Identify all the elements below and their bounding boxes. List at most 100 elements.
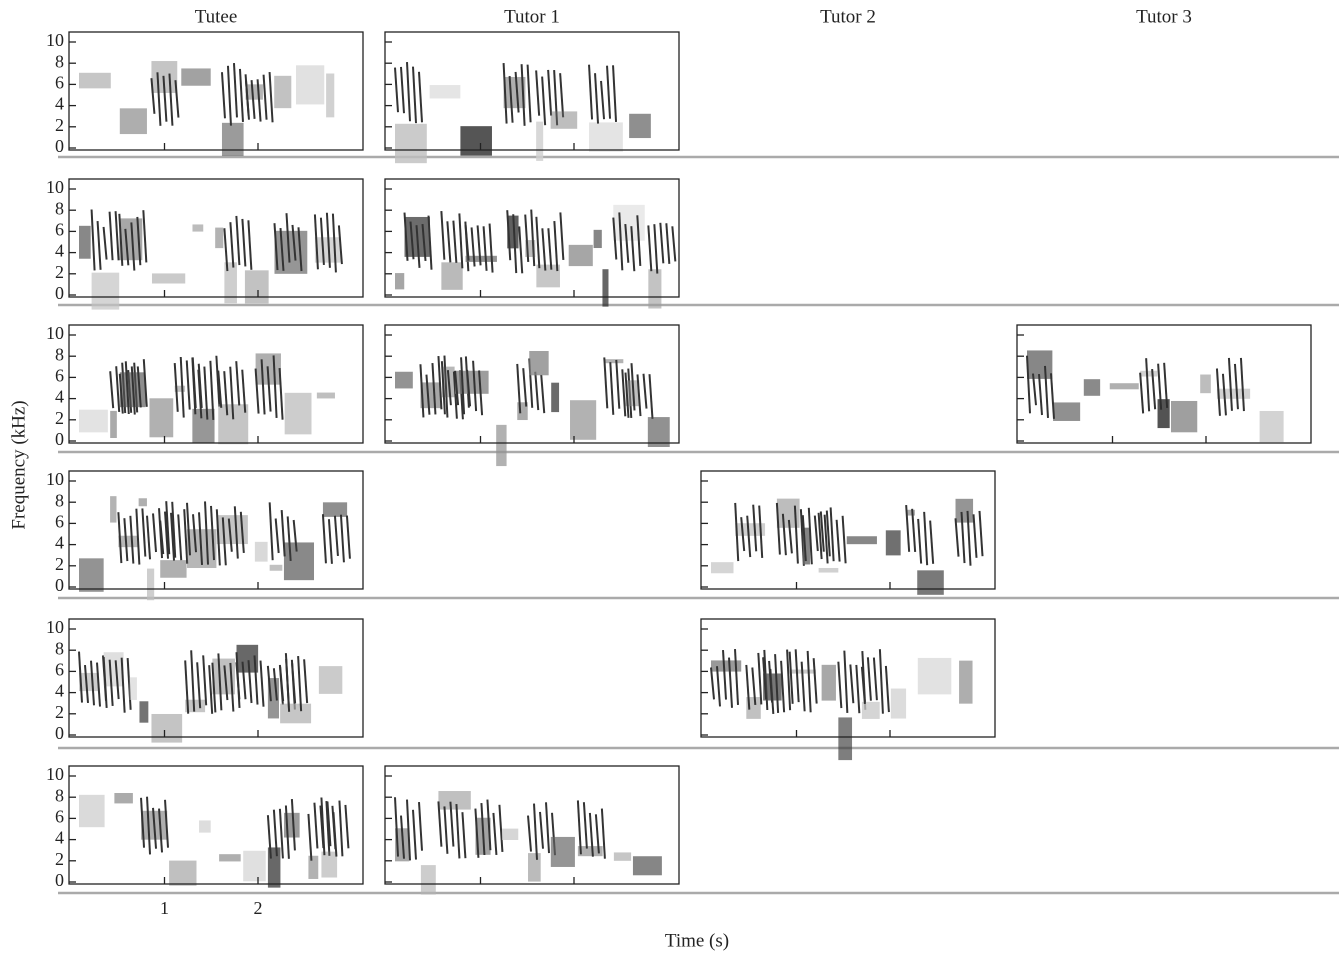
spectrogram-texture xyxy=(395,68,398,113)
spectrogram-texture xyxy=(868,657,871,700)
y-tick-label: 8 xyxy=(55,490,64,510)
y-tick-label: 0 xyxy=(55,870,64,890)
spectrogram-texture xyxy=(629,114,651,138)
spectrogram-texture xyxy=(844,651,847,713)
spectrogram-texture xyxy=(1217,389,1250,399)
spectrogram-texture xyxy=(1260,411,1284,442)
spectrogram-texture xyxy=(643,374,646,409)
spectrogram-texture xyxy=(139,498,147,506)
spectrogram-texture xyxy=(1235,364,1238,409)
spectrogram-texture xyxy=(548,70,551,116)
spectrogram-texture xyxy=(554,221,557,271)
spectrogram-texture xyxy=(152,273,185,283)
y-tick-label: 6 xyxy=(55,807,64,827)
spectrogram-texture xyxy=(838,717,852,760)
spectrogram-texture xyxy=(92,210,95,271)
spectrogram-texture xyxy=(930,521,933,564)
spectrogram-texture xyxy=(493,813,496,855)
spectrogram-texture xyxy=(462,812,465,858)
spectrogram-texture xyxy=(160,560,186,578)
y-axis-label: Frequency (kHz) xyxy=(8,400,29,529)
spectrogram-texture xyxy=(304,659,307,703)
spectrogram-texture xyxy=(540,812,543,849)
spectrogram-texture xyxy=(502,829,518,840)
spectrogram-texture xyxy=(723,650,726,699)
spectrogram-texture xyxy=(236,216,239,265)
spectrogram-texture xyxy=(110,496,116,522)
x-tick-label: 1 xyxy=(160,898,169,918)
spectrogram-texture xyxy=(407,62,410,121)
spectrogram-texture xyxy=(192,224,203,231)
spectrogram-texture xyxy=(1146,358,1149,411)
spectrogram-texture xyxy=(149,398,173,437)
spectrogram-texture xyxy=(648,269,661,308)
spectrogram-texture xyxy=(534,804,537,860)
spectrogram-texture xyxy=(248,220,251,269)
spectrogram-texture xyxy=(808,651,811,712)
spectrogram-texture xyxy=(980,511,983,556)
spectrogram-texture xyxy=(496,425,506,466)
y-tick-label: 4 xyxy=(55,387,64,407)
spectrogram-texture xyxy=(654,224,657,273)
spectrogram-texture xyxy=(92,273,120,310)
spectrogram-texture xyxy=(542,77,545,126)
spectrogram-texture xyxy=(460,126,492,155)
spectrogram-texture xyxy=(274,231,307,274)
spectrogram-texture xyxy=(850,665,853,704)
spectrogram-texture xyxy=(490,224,493,273)
spectrogram-texture xyxy=(633,856,662,875)
spectrogram-texture xyxy=(607,66,610,119)
column-header: Tutor 3 xyxy=(1136,6,1192,27)
y-tick-label: 6 xyxy=(55,366,64,386)
spectrogram-texture xyxy=(843,516,846,563)
spectrogram-texture xyxy=(116,366,119,412)
spectrogram-texture xyxy=(560,212,563,260)
spectrogram-texture xyxy=(323,502,347,517)
spectrogram-texture xyxy=(178,514,181,560)
spectrogram-texture xyxy=(551,111,578,128)
spectrogram-texture xyxy=(735,649,738,705)
spectrogram-texture xyxy=(455,371,489,394)
spectrogram-texture xyxy=(419,802,422,851)
spectrogram-texture xyxy=(536,70,539,115)
y-tick-label: 0 xyxy=(55,136,64,156)
spectrogram-texture xyxy=(430,85,461,98)
y-tick-label: 0 xyxy=(55,283,64,303)
y-tick-label: 10 xyxy=(46,764,64,784)
spectrogram-texture xyxy=(529,351,548,375)
spectrogram-texture xyxy=(153,513,156,552)
spectrogram-texture xyxy=(444,806,447,853)
spectrogram-texture xyxy=(528,853,541,882)
spectrogram-texture xyxy=(317,393,335,399)
spectrogram-texture xyxy=(395,372,413,389)
spectrogram-texture xyxy=(541,375,544,413)
spectrogram-texture xyxy=(209,665,212,714)
spectrogram-texture xyxy=(717,666,720,706)
spectrogram-texture xyxy=(918,658,952,694)
spectrogram-texture xyxy=(308,814,311,861)
spectrogram-texture xyxy=(187,360,190,409)
spectrogram-texture xyxy=(1158,399,1170,428)
spectrogram-texture xyxy=(118,536,138,547)
y-tick-label: 4 xyxy=(55,681,64,701)
spectrogram-texture xyxy=(616,360,619,409)
y-tick-label: 6 xyxy=(55,220,64,240)
spectrogram-texture xyxy=(484,226,487,271)
spectrogram-texture xyxy=(525,240,535,257)
spectrogram-texture xyxy=(819,568,839,573)
spectrogram-texture xyxy=(79,410,108,433)
y-tick-label: 10 xyxy=(46,323,64,343)
spectrogram-texture xyxy=(584,802,587,848)
spectrogram-texture xyxy=(222,72,225,118)
spectrogram-texture xyxy=(610,362,613,415)
spectrogram-texture xyxy=(589,65,592,120)
spectrogram-texture xyxy=(438,791,470,810)
spectrogram-texture xyxy=(856,665,859,713)
y-tick-label: 2 xyxy=(55,702,64,722)
spectrogram-texture xyxy=(814,658,817,703)
spectrogram-texture xyxy=(959,661,972,704)
spectrogram-texture xyxy=(261,661,264,707)
spectrogram-texture xyxy=(1110,383,1139,389)
spectrogram-texture xyxy=(181,68,210,85)
y-tick-label: 2 xyxy=(55,554,64,574)
